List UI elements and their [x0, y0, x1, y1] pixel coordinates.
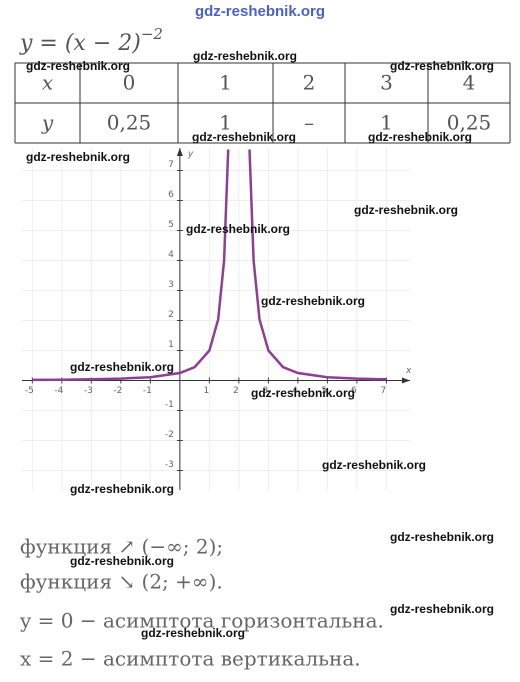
x-tick-label: 1 — [203, 386, 209, 396]
x-arrow — [402, 377, 410, 384]
watermark: gdz-reshebnik.org — [368, 130, 472, 144]
formula-exponent: −2 — [141, 25, 163, 43]
table-cell: 2 — [303, 71, 316, 95]
watermark: gdz-reshebnik.org — [186, 222, 290, 236]
watermark: gdz-reshebnik.org — [261, 294, 365, 308]
site-mark: gdz-reshebnik.org — [195, 3, 325, 20]
watermark: gdz-reshebnik.org — [251, 386, 355, 400]
statement: функция ↗ (−∞; 2); — [20, 535, 223, 559]
table-cell: y — [41, 111, 54, 135]
y-tick-label: 7 — [168, 160, 174, 170]
table-cell: 0,25 — [447, 111, 492, 135]
statement: функция ↘ (2; +∞). — [20, 570, 223, 594]
x-tick-label: 4 — [292, 386, 298, 396]
watermark: gdz-reshebnik.org — [390, 602, 494, 616]
x-tick-label: 7 — [381, 386, 387, 396]
formula: y = (x − 2)−2 — [19, 25, 163, 56]
x-axis-label: x — [405, 366, 412, 376]
x-tick-label: -2 — [113, 386, 122, 396]
x-tick-label: -3 — [84, 386, 93, 396]
watermark: gdz-reshebnik.org — [390, 59, 494, 73]
watermark: gdz-reshebnik.org — [26, 150, 130, 164]
table-cell: – — [304, 111, 314, 135]
x-tick-label: -1 — [143, 386, 152, 396]
watermark: gdz-reshebnik.org — [192, 130, 296, 144]
watermark: gdz-reshebnik.org — [141, 626, 245, 640]
y-tick-label: 3 — [168, 280, 174, 290]
table-cell: 1 — [380, 111, 393, 135]
statement: x = 2 − асимптота вертикальна. — [20, 647, 361, 671]
formula-base: y = (x − 2) — [19, 31, 141, 56]
table-cell: 1 — [219, 111, 232, 135]
watermark: gdz-reshebnik.org — [322, 458, 426, 472]
watermark: gdz-reshebnik.org — [390, 530, 494, 544]
x-tick-label: -5 — [25, 386, 34, 396]
watermark: gdz-reshebnik.org — [354, 203, 458, 217]
watermark: gdz-reshebnik.org — [70, 482, 174, 496]
table-cell: 4 — [463, 71, 476, 95]
watermark: gdz-reshebnik.org — [70, 554, 174, 568]
y-tick-label: 5 — [168, 220, 174, 230]
y-tick-label: 2 — [168, 310, 174, 320]
watermark: gdz-reshebnik.org — [193, 49, 297, 63]
y-arrow — [176, 148, 183, 156]
y-tick-label: -2 — [165, 430, 174, 440]
y-tick-label: 4 — [168, 250, 174, 260]
x-tick-label: 3 — [263, 386, 269, 396]
table-cell: 1 — [219, 71, 232, 95]
statement: y = 0 − асимптота горизонтальна. — [19, 609, 384, 633]
watermark: gdz-reshebnik.org — [70, 360, 174, 374]
x-tick-label: 2 — [233, 386, 239, 396]
y-tick-label: 1 — [168, 340, 174, 350]
y-tick-label: -1 — [165, 400, 174, 410]
watermark: gdz-reshebnik.org — [26, 59, 130, 73]
curve — [32, 149, 387, 382]
table-cell: 0,25 — [107, 111, 152, 135]
x-tick-label: -4 — [54, 386, 63, 396]
y-axis-label: y — [187, 150, 194, 160]
table-cell: x — [42, 71, 53, 95]
x-tick-label: 6 — [351, 386, 357, 396]
table-cell: 3 — [380, 71, 393, 95]
y-tick-label: 6 — [168, 190, 174, 200]
y-tick-label: -3 — [165, 460, 174, 470]
x-tick-label: 5 — [322, 386, 328, 396]
table-cell: 0 — [123, 71, 136, 95]
